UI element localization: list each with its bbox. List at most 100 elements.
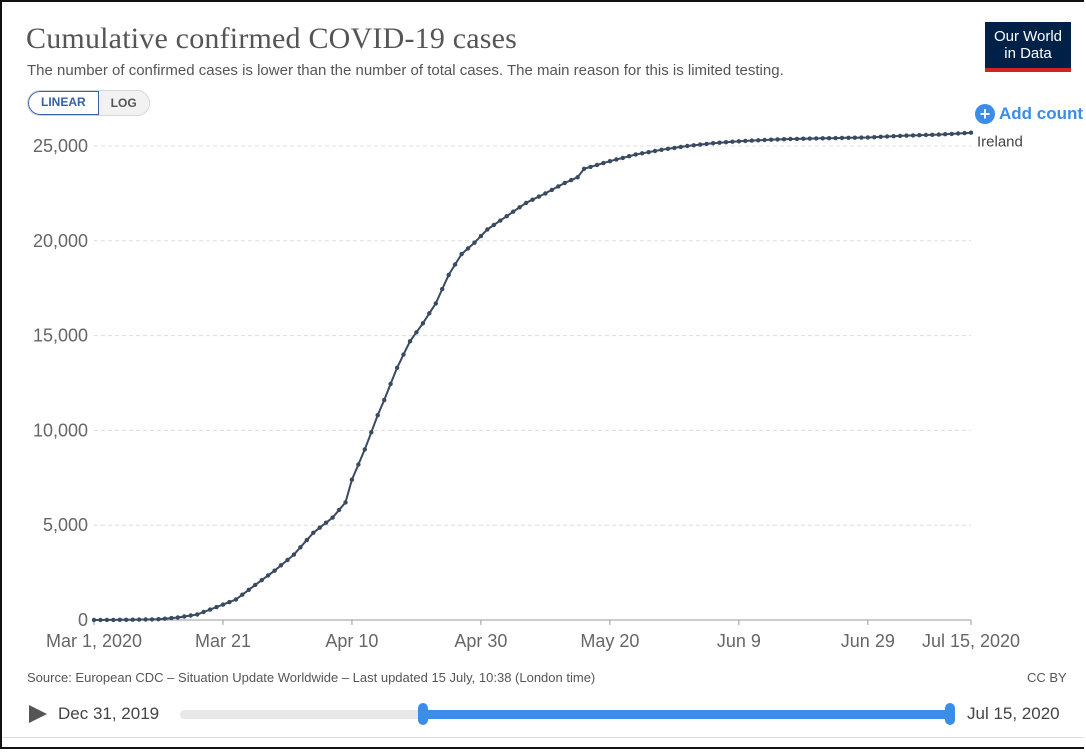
series-point	[452, 262, 458, 267]
series-point	[756, 138, 761, 143]
series-point	[246, 587, 251, 592]
owid-logo[interactable]: Our World in Data	[985, 22, 1071, 72]
series-point	[124, 617, 129, 622]
series-point	[865, 135, 870, 140]
series-point	[407, 339, 413, 344]
x-tick-label: Apr 10	[325, 631, 378, 651]
series-point	[646, 150, 651, 155]
series-line-ireland	[94, 131, 972, 621]
series-point	[265, 573, 271, 578]
series-point	[485, 227, 490, 232]
series-point	[91, 617, 97, 623]
line-chart: 0 5,000 10,000 15,000 20,000 25,000 Mar 1, 20…	[33, 130, 1023, 651]
series-point	[633, 152, 638, 157]
series-point	[433, 301, 438, 306]
scale-toggle: LINEAR LOG	[27, 90, 150, 116]
series-point	[465, 246, 471, 251]
series-point	[698, 142, 703, 147]
series-point	[369, 430, 374, 435]
series-point	[382, 397, 387, 403]
bottom-edge	[2, 737, 1084, 747]
timeline-end-label: Jul 15, 2020	[967, 704, 1060, 723]
series-point	[285, 557, 290, 563]
series-point	[233, 597, 239, 602]
series-point	[710, 141, 716, 146]
series-point	[594, 162, 600, 168]
series-point	[143, 617, 148, 622]
series-point	[207, 607, 213, 612]
license-link[interactable]: CC BY	[1027, 670, 1067, 685]
series-point	[530, 197, 535, 202]
series-point	[201, 609, 206, 615]
series-point	[220, 602, 226, 607]
series-point	[253, 582, 258, 588]
series-point	[562, 180, 567, 186]
series-point	[98, 617, 103, 623]
play-icon[interactable]	[29, 705, 47, 723]
timeline-start-handle[interactable]	[417, 703, 428, 725]
series-point	[317, 525, 322, 530]
timeline-slider: Dec 31, 2019 Jul 15, 2020	[2, 692, 1084, 737]
series-point	[491, 222, 496, 228]
add-country-button[interactable]: + Add countr	[975, 104, 1084, 124]
y-tick-label: 0	[78, 610, 88, 630]
series-point	[897, 133, 903, 139]
x-tick-label: Jul 15, 2020	[922, 631, 1020, 651]
series-point	[149, 617, 155, 622]
series-point	[685, 143, 690, 149]
series-point	[730, 139, 735, 144]
timeline-start-label: Dec 31, 2019	[58, 704, 160, 723]
series-point	[549, 187, 554, 193]
series-point	[962, 130, 967, 136]
series-point	[343, 500, 348, 505]
series-point	[936, 132, 941, 137]
series-point	[781, 137, 787, 142]
series-point	[704, 141, 709, 147]
linear-scale-button[interactable]: LINEAR	[28, 91, 99, 115]
series-point	[852, 135, 858, 140]
x-axis: Mar 1, 2020 Mar 21 Apr 10 Apr 30 May 20 Jun 9…	[46, 620, 1020, 651]
series-point	[169, 615, 174, 621]
series-point	[130, 617, 135, 622]
series-point	[414, 330, 419, 335]
series-point	[543, 191, 548, 196]
series-point	[478, 233, 484, 239]
series-point	[794, 136, 800, 142]
timeline-selected-range[interactable]	[422, 710, 950, 719]
timeline-end-handle[interactable]	[945, 703, 955, 725]
series-point	[227, 599, 232, 605]
series-point	[601, 160, 606, 166]
series-point	[375, 413, 380, 418]
series-layer: Ireland	[91, 130, 1023, 623]
series-point	[743, 138, 748, 144]
series-point	[652, 148, 658, 154]
series-point	[459, 251, 464, 257]
series-point	[446, 272, 451, 278]
series-point	[891, 134, 896, 139]
series-point	[691, 143, 696, 148]
logo-line-1: Our World	[993, 28, 1063, 45]
series-point	[440, 286, 445, 292]
series-point	[859, 135, 864, 140]
series-point	[588, 164, 593, 170]
series-point	[162, 616, 168, 621]
series-point	[136, 617, 142, 622]
series-point	[885, 134, 890, 139]
log-scale-button[interactable]: LOG	[98, 91, 149, 115]
series-point	[420, 321, 426, 326]
series-point	[298, 545, 303, 550]
series-label-ireland: Ireland	[977, 134, 1023, 151]
series-point	[736, 139, 742, 144]
series-point	[523, 200, 529, 206]
series-point	[278, 563, 284, 568]
series-point	[536, 194, 542, 199]
series-point	[820, 136, 825, 141]
series-point	[323, 520, 329, 525]
series-point	[498, 218, 503, 223]
x-tick-label: Jun 29	[841, 631, 895, 651]
series-point	[814, 136, 819, 141]
series-point	[117, 617, 123, 622]
series-point	[388, 381, 393, 387]
series-point	[575, 175, 580, 180]
